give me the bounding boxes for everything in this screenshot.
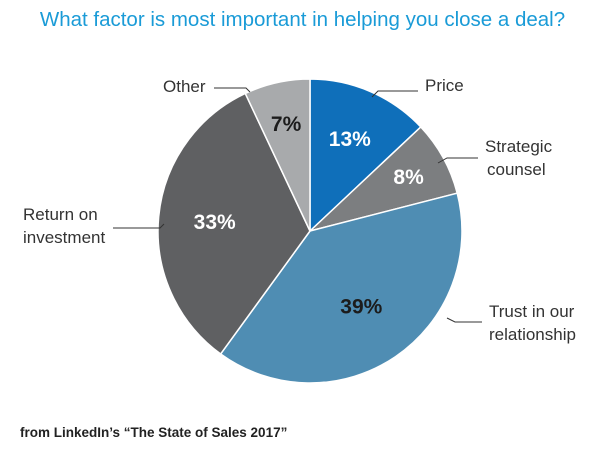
leader-line-price	[371, 90, 418, 98]
pie-slice-trust-in-our-relationship	[219, 192, 463, 384]
value-label-trust-in-our-relationship: 39%	[340, 295, 382, 318]
category-label-return-on-investment: Return on investment	[23, 205, 105, 247]
chart-title: What factor is most important in helping…	[39, 8, 566, 31]
pie-slice-return-on-investment	[157, 92, 311, 356]
leader-line-other	[214, 87, 251, 93]
value-label-price: 13%	[329, 128, 371, 151]
value-label-return-on-investment: 33%	[194, 211, 236, 234]
value-label-other: 7%	[271, 113, 302, 136]
category-label-strategic-counsel: Strategic counsel	[485, 137, 553, 179]
category-label-other: Other	[163, 77, 206, 96]
leader-line-trust-in-our-relationship	[446, 317, 482, 323]
value-label-strategic-counsel: 8%	[393, 166, 424, 189]
source-note: from LinkedIn’s “The State of Sales 2017…	[20, 425, 288, 440]
pie-slice-price	[309, 78, 422, 233]
pie-slice-other	[244, 78, 311, 232]
category-label-trust-in-our-relationship: Trust in our relationship	[489, 302, 576, 344]
leader-line-strategic-counsel	[437, 157, 478, 164]
leader-line-return-on-investment	[113, 223, 165, 229]
category-label-price: Price	[425, 76, 464, 95]
